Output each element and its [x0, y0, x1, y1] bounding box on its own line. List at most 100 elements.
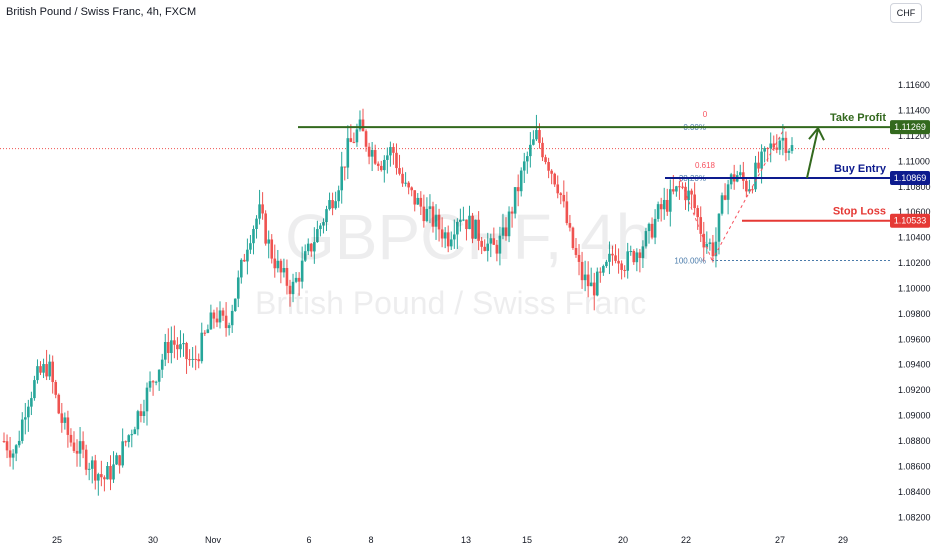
candle-body [45, 364, 48, 377]
time-tick-label: Nov [205, 535, 222, 545]
candle-body [118, 455, 121, 466]
candle-body [121, 441, 124, 466]
candle-body [483, 246, 487, 251]
time-tick-label: 30 [148, 535, 158, 545]
candle-body [87, 468, 91, 470]
candle-body [681, 186, 684, 188]
candle-body [142, 411, 146, 416]
candle-body [157, 369, 161, 382]
candle-body [760, 151, 763, 169]
fib-ratio-label: 0.618 [695, 161, 716, 170]
candle-body [425, 208, 429, 222]
candle-body [471, 215, 474, 239]
candle-body [264, 213, 267, 244]
candle-body [109, 466, 112, 480]
candle-body [221, 310, 225, 316]
candle-body [580, 261, 584, 281]
fib-trend-line [679, 178, 713, 261]
candle-body [617, 260, 620, 264]
candle-body [742, 172, 745, 181]
candle-body [647, 223, 651, 232]
candle-body [288, 285, 292, 295]
candle-body [763, 148, 766, 152]
candle-body [538, 130, 541, 143]
candle-body [623, 269, 626, 271]
candle-body [291, 281, 295, 295]
arrow-head [808, 126, 825, 141]
candle-body [42, 364, 45, 373]
candle-body [206, 329, 210, 333]
candle-body [243, 259, 246, 262]
candle-body [577, 254, 581, 262]
candle-body [124, 441, 127, 443]
candle-body [675, 186, 678, 192]
candle-body [443, 232, 447, 239]
candle-body [693, 194, 696, 209]
candle-body [659, 204, 663, 210]
candle-body [781, 137, 785, 141]
candle-body [428, 206, 432, 209]
target-arrow [806, 126, 825, 179]
candle-body [559, 193, 563, 195]
candle-body [209, 312, 213, 330]
candle-body [112, 464, 115, 480]
candle-body [331, 200, 334, 209]
candle-body [410, 187, 413, 191]
candle-body [599, 271, 602, 273]
candle-body [614, 255, 617, 261]
price-tick-label: 1.09200 [898, 385, 931, 395]
time-tick-label: 15 [522, 535, 532, 545]
candle-body [309, 243, 313, 252]
candle-body [745, 180, 748, 192]
candle-body [233, 298, 237, 311]
candle-body [343, 166, 347, 168]
candle-body [708, 242, 712, 244]
candle-body [258, 204, 261, 219]
candle-body [139, 411, 143, 416]
candle-body [459, 219, 462, 222]
candle-body [136, 411, 140, 430]
candle-body [130, 434, 134, 436]
candle-body [185, 343, 188, 360]
symbol-title: British Pound / Swiss Franc, 4h, FXCM [6, 6, 197, 18]
candle-body [772, 143, 776, 148]
candle-body [303, 251, 307, 261]
candle-body [413, 190, 417, 205]
candle-body [252, 228, 255, 244]
candle-body [449, 239, 453, 247]
currency-button[interactable]: CHF [890, 3, 922, 23]
candle-body [562, 194, 566, 202]
candlestick-series [2, 108, 794, 496]
candle-body [672, 189, 675, 192]
candle-body [605, 261, 608, 267]
price-tick-label: 1.11400 [898, 105, 930, 115]
candle-body [547, 162, 550, 171]
candle-body [401, 173, 404, 184]
candle-body [462, 219, 465, 221]
candle-body [550, 170, 553, 174]
candle-body [203, 332, 207, 334]
candle-body [297, 277, 301, 282]
candle-body [714, 241, 718, 257]
candle-body [754, 162, 757, 190]
candle-body [23, 417, 27, 420]
candle-body [349, 138, 353, 142]
candle-body [650, 223, 654, 238]
price-tick-label: 1.10400 [898, 233, 931, 243]
candle-body [498, 235, 502, 254]
candle-body [11, 453, 15, 458]
candle-body [751, 189, 754, 191]
candle-body [790, 145, 794, 151]
candle-body [33, 380, 36, 399]
time-tick-label: 27 [775, 535, 785, 545]
candle-body [684, 186, 687, 201]
candle-body [197, 359, 201, 362]
candle-body [398, 168, 401, 174]
candle-body [495, 244, 499, 254]
time-tick-label: 13 [461, 535, 471, 545]
candle-body [17, 440, 21, 446]
candle-body [5, 441, 9, 451]
candle-body [489, 238, 493, 244]
candle-body [392, 147, 395, 153]
